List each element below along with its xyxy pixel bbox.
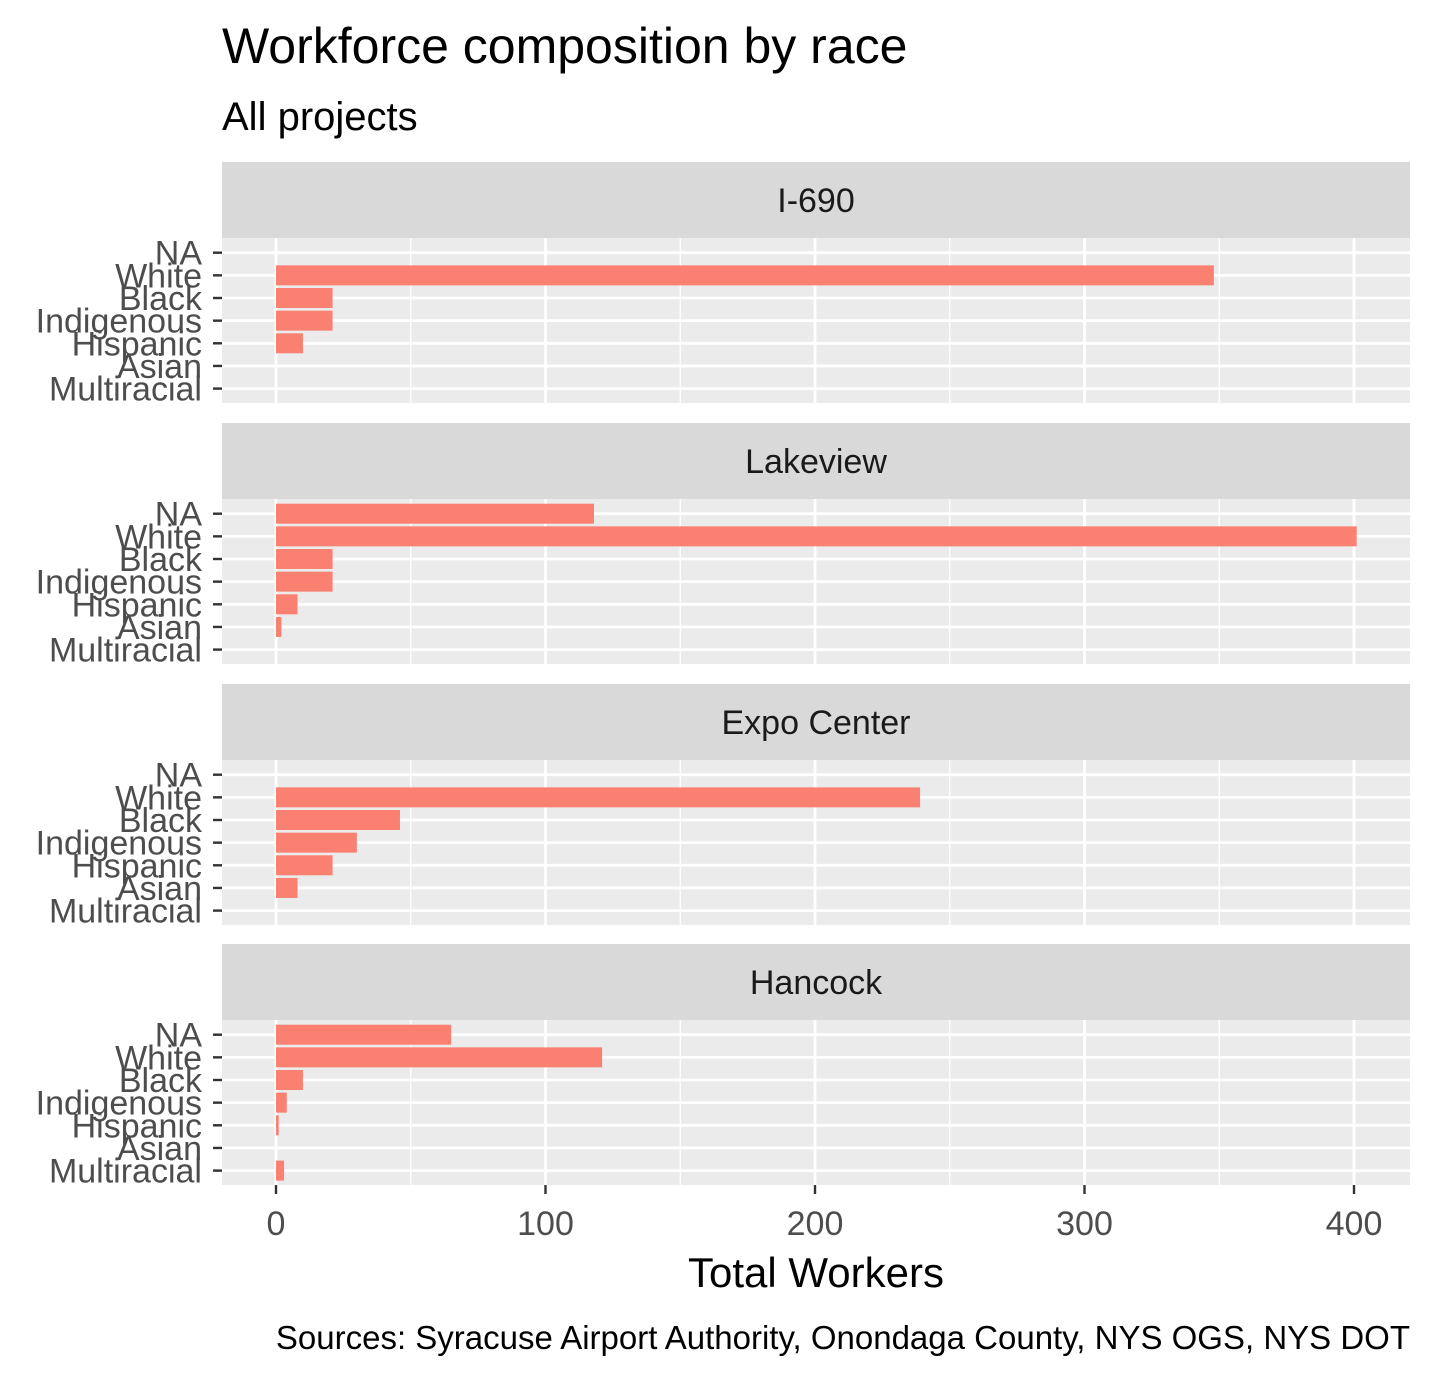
category-label: Asian [117,1130,202,1168]
x-tick-label: 200 [787,1205,844,1243]
bar-black [276,810,400,830]
x-tick-label: 400 [1326,1205,1383,1243]
facet-strip [222,684,1410,760]
facet-lakeview: Lakeview NAWhiteBlackIndigenousHispanicAs… [36,423,1410,670]
bar-white [276,265,1214,286]
facet-i-690: I-690 NAWhiteBlackIndigenousHispanicAsian… [36,162,1410,409]
chart-subtitle: All projects [222,95,418,139]
facet-panels: I-690NAWhiteBlackIndigenousHispanicAsian… [36,162,1410,1191]
category-label: Indigenous [36,1085,202,1123]
facet-hancock: Hancock NAWhiteBlackIndigenousHispanicAsi… [36,944,1410,1191]
category-label: NA [155,235,203,273]
category-label: Asian [117,870,202,908]
category-label: White [115,257,202,295]
bar-white [276,526,1357,547]
category-label: Hispanic [72,586,202,624]
category-label: Multiracial [49,893,202,931]
category-label: Asian [117,609,202,647]
category-label: Asian [117,348,202,386]
category-label: NA [155,1017,203,1055]
facet-strip [222,944,1410,1020]
bar-indigenous [276,1092,287,1113]
x-axis: 0 100 200 300 400 [267,1185,1383,1243]
facet-strip-label: I-690 [777,182,855,220]
category-label: Indigenous [36,564,202,602]
category-label: White [115,779,202,817]
category-label: Multiracial [49,632,202,670]
facet-strip-label: Lakeview [745,443,887,481]
category-label: NA [155,496,203,534]
bar-hispanic [276,333,303,354]
category-label: NA [155,757,203,795]
x-axis-title: Total Workers [688,1249,944,1296]
category-label: Hispanic [72,325,202,363]
facet-strip-label: Hancock [750,964,883,1002]
category-label: Multiracial [49,1153,202,1191]
bar-black [276,549,333,569]
bar-white [276,787,921,808]
category-label: White [115,518,202,556]
bar-white [276,1047,603,1068]
facet-expo-center: Expo Center NAWhiteBlackIndigenousHispani… [36,684,1410,931]
category-label: Indigenous [36,825,202,863]
x-tick-label: 300 [1056,1205,1113,1243]
x-tick-label: 100 [517,1205,574,1243]
category-label: White [115,1039,202,1077]
category-label: Black [119,541,203,579]
x-tick-label: 0 [267,1205,286,1243]
bar-indigenous [276,571,333,592]
facet-strip [222,162,1410,238]
bar-multiracial [276,1160,285,1181]
category-label: Indigenous [36,303,202,341]
bar-black [276,288,333,308]
category-label: Black [119,280,203,318]
bar-hispanic [276,594,298,615]
facet-strip [222,423,1410,499]
bar-hispanic [276,855,333,876]
bar-na [276,503,595,524]
bar-indigenous [276,310,333,331]
category-label: Multiracial [49,371,202,409]
bar-na [276,1024,452,1045]
bar-indigenous [276,832,357,853]
bar-hispanic [276,1115,279,1136]
facet-strip-label: Expo Center [722,704,911,742]
category-label: Hispanic [72,847,202,885]
bar-asian [276,877,298,898]
chart-title: Workforce composition by race [222,18,907,74]
category-label: Black [119,802,203,840]
bar-asian [276,616,282,637]
category-label: Hispanic [72,1107,202,1145]
bar-black [276,1070,303,1090]
category-label: Black [119,1062,203,1100]
chart-caption: Sources: Syracuse Airport Authority, Ono… [276,1319,1410,1356]
